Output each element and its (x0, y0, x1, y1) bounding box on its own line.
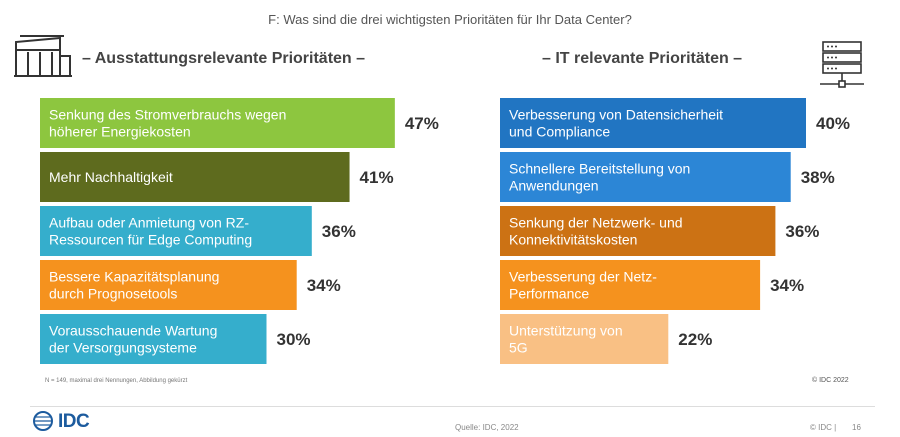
idc-logo-text: IDC (58, 411, 90, 432)
bar-label: und Compliance (509, 124, 610, 140)
bar-label: Verbesserung von Datensicherheit (509, 107, 723, 123)
page-number: 16 (852, 423, 861, 432)
bar (500, 206, 776, 256)
bar-label: 5G (509, 340, 528, 356)
bar-value-label: 41% (360, 168, 394, 187)
bar-value-label: 22% (678, 330, 712, 349)
bar-label: Ressourcen für Edge Computing (49, 232, 252, 248)
bar-label: Konnektivitätskosten (509, 232, 637, 248)
bar (500, 260, 761, 310)
bar-value-label: 30% (277, 330, 311, 349)
bar-value-label: 34% (770, 276, 804, 295)
bar-label: Senkung des Stromverbrauchs wegen (49, 107, 286, 123)
footer-copyright: © IDC | (810, 423, 837, 432)
building-icon (14, 35, 72, 77)
bar-label: Senkung der Netzwerk- und (509, 215, 683, 231)
bar-label: Schnellere Bereitstellung von (509, 161, 690, 177)
bar (500, 314, 669, 364)
bar-value-label: 38% (801, 168, 835, 187)
bar-label: der Versorgungsysteme (49, 340, 197, 356)
question-title: F: Was sind die drei wichtigsten Priorit… (268, 12, 632, 27)
bar (40, 98, 395, 148)
bar (40, 260, 297, 310)
server-icon (820, 41, 864, 88)
bar-label: Mehr Nachhaltigkeit (49, 169, 173, 185)
chart-facility: Senkung des Stromverbrauchs wegenhöherer… (40, 98, 439, 364)
bar (40, 152, 350, 202)
idc-logo-icon (33, 411, 53, 431)
bar-label: Verbesserung der Netz- (509, 269, 657, 285)
bar-value-label: 47% (405, 114, 439, 133)
section-title-it: – IT relevante Prioritäten – (542, 50, 743, 67)
bar-label: Unterstützung von (509, 323, 623, 339)
bar-label: Anwendungen (509, 178, 599, 194)
bar-value-label: 36% (322, 222, 356, 241)
bar-value-label: 40% (816, 114, 850, 133)
section-title-facility: – Ausstattungsrelevante Prioritäten – (82, 50, 366, 67)
bar (500, 152, 791, 202)
bar (40, 206, 312, 256)
bar (40, 314, 267, 364)
copyright: © IDC 2022 (812, 377, 849, 384)
bar-label: Vorausschauende Wartung (49, 323, 217, 339)
bar-label: Bessere Kapazitätsplanung (49, 269, 219, 285)
footer-divider (30, 406, 875, 407)
sample-note: N = 149, maximal drei Nennungen, Abbildu… (45, 378, 188, 384)
bar (500, 98, 806, 148)
source-note: Quelle: IDC, 2022 (455, 423, 519, 432)
bar-label: Performance (509, 286, 589, 302)
bar-label: durch Prognosetools (49, 286, 177, 302)
bar-label: Aufbau oder Anmietung von RZ- (49, 215, 249, 231)
bar-value-label: 34% (307, 276, 341, 295)
bar-value-label: 36% (785, 222, 819, 241)
bar-label: höherer Energiekosten (49, 124, 191, 140)
